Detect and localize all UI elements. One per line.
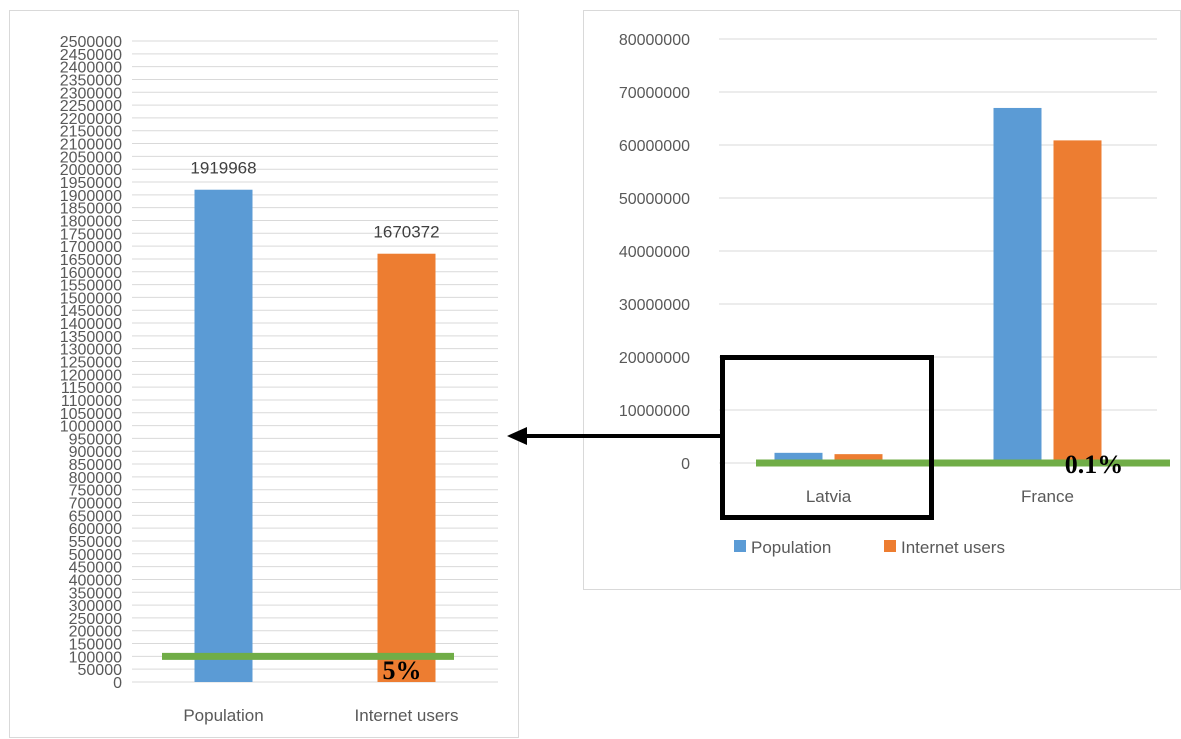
y-tick-label: 1500000 bbox=[60, 290, 122, 307]
bar bbox=[993, 107, 1042, 463]
y-tick-label: 250000 bbox=[69, 611, 122, 628]
y-tick-label: 60000000 bbox=[619, 138, 690, 155]
x-category-label: Internet users bbox=[355, 706, 459, 725]
y-tick-label: 1800000 bbox=[60, 213, 122, 230]
y-tick-label: 2450000 bbox=[60, 47, 122, 64]
y-tick-label: 800000 bbox=[69, 470, 122, 487]
y-tick-label: 950000 bbox=[69, 431, 122, 448]
y-tick-label: 1400000 bbox=[60, 316, 122, 333]
right-chart-panel: 0 10000000 20000000 30000000 40000000 5000000… bbox=[583, 10, 1181, 590]
y-tick-label: 30000000 bbox=[619, 297, 690, 314]
y-tick-label: 1700000 bbox=[60, 239, 122, 256]
y-tick-label: 2350000 bbox=[60, 72, 122, 89]
y-tick-label: 750000 bbox=[69, 483, 122, 500]
y-tick-label: 1250000 bbox=[60, 355, 122, 372]
y-tick-label: 300000 bbox=[69, 598, 122, 615]
y-tick-label: 2200000 bbox=[60, 111, 122, 128]
legend-label: Internet users bbox=[901, 538, 1005, 557]
y-tick-label: 70000000 bbox=[619, 85, 690, 102]
x-category-label: France bbox=[1021, 487, 1074, 506]
y-tick-label: 650000 bbox=[69, 508, 122, 525]
y-tick-label: 2300000 bbox=[60, 85, 122, 102]
y-tick-label: 1900000 bbox=[60, 188, 122, 205]
y-tick-label: 1550000 bbox=[60, 278, 122, 295]
legend-swatch bbox=[734, 540, 746, 552]
y-tick-label: 2050000 bbox=[60, 149, 122, 166]
y-tick-label: 1850000 bbox=[60, 201, 122, 218]
y-tick-label: 10000000 bbox=[619, 403, 690, 420]
legend-swatch bbox=[884, 540, 896, 552]
y-tick-label: 1350000 bbox=[60, 329, 122, 346]
y-tick-label: 2000000 bbox=[60, 162, 122, 179]
y-tick-label: 0 bbox=[113, 675, 122, 692]
data-label: 1919968 bbox=[190, 159, 256, 178]
y-tick-label: 2400000 bbox=[60, 60, 122, 77]
percent-annotation: 5% bbox=[383, 656, 422, 685]
y-tick-label: 350000 bbox=[69, 585, 122, 602]
y-tick-label: 1750000 bbox=[60, 226, 122, 243]
x-category-label: Latvia bbox=[806, 487, 852, 506]
y-tick-label: 900000 bbox=[69, 444, 122, 461]
y-tick-label: 2100000 bbox=[60, 137, 122, 154]
y-tick-label: 50000 bbox=[78, 662, 123, 679]
y-tick-label: 1450000 bbox=[60, 303, 122, 320]
bar bbox=[377, 253, 436, 682]
y-tick-label: 2500000 bbox=[60, 34, 122, 51]
y-tick-label: 1100000 bbox=[61, 393, 122, 410]
y-tick-label: 200000 bbox=[69, 624, 122, 641]
y-tick-label: 400000 bbox=[69, 572, 122, 589]
y-tick-label: 1950000 bbox=[60, 175, 122, 192]
y-tick-label: 1300000 bbox=[60, 342, 122, 359]
y-tick-label: 80000000 bbox=[619, 32, 690, 49]
y-tick-label: 550000 bbox=[69, 534, 122, 551]
y-tick-label: 0 bbox=[681, 456, 690, 473]
y-tick-label: 150000 bbox=[69, 637, 122, 654]
left-chart-panel: 0 50000 100000 150000 200000 250000 300000 3500… bbox=[9, 10, 519, 738]
y-tick-label: 40000000 bbox=[619, 244, 690, 261]
y-tick-label: 1050000 bbox=[60, 406, 122, 423]
left-bar-chart: 0500001000001500002000002500003000003500… bbox=[60, 34, 498, 725]
bar bbox=[194, 189, 253, 682]
y-tick-label: 2150000 bbox=[60, 124, 122, 141]
y-tick-label: 20000000 bbox=[619, 350, 690, 367]
y-tick-label: 1000000 bbox=[60, 419, 122, 436]
data-label: 1670372 bbox=[373, 223, 439, 242]
y-tick-label: 50000000 bbox=[619, 191, 690, 208]
y-tick-label: 1200000 bbox=[60, 367, 122, 384]
y-tick-label: 2250000 bbox=[60, 98, 122, 115]
y-tick-label: 450000 bbox=[69, 560, 122, 577]
bar bbox=[1053, 140, 1102, 463]
legend-label: Population bbox=[751, 538, 831, 557]
y-tick-label: 1150000 bbox=[61, 380, 122, 397]
right-bar-chart: 0 10000000 20000000 30000000 40000000 5000000… bbox=[619, 32, 1170, 557]
y-tick-label: 500000 bbox=[69, 547, 122, 564]
percent-annotation: 0.1% bbox=[1065, 450, 1124, 479]
y-tick-label: 1600000 bbox=[60, 265, 122, 282]
y-tick-label: 700000 bbox=[69, 496, 122, 513]
y-tick-label: 600000 bbox=[69, 521, 122, 538]
y-tick-label: 100000 bbox=[69, 649, 122, 666]
y-tick-label: 850000 bbox=[69, 457, 122, 474]
x-category-label: Population bbox=[183, 706, 263, 725]
y-tick-label: 1650000 bbox=[60, 252, 122, 269]
